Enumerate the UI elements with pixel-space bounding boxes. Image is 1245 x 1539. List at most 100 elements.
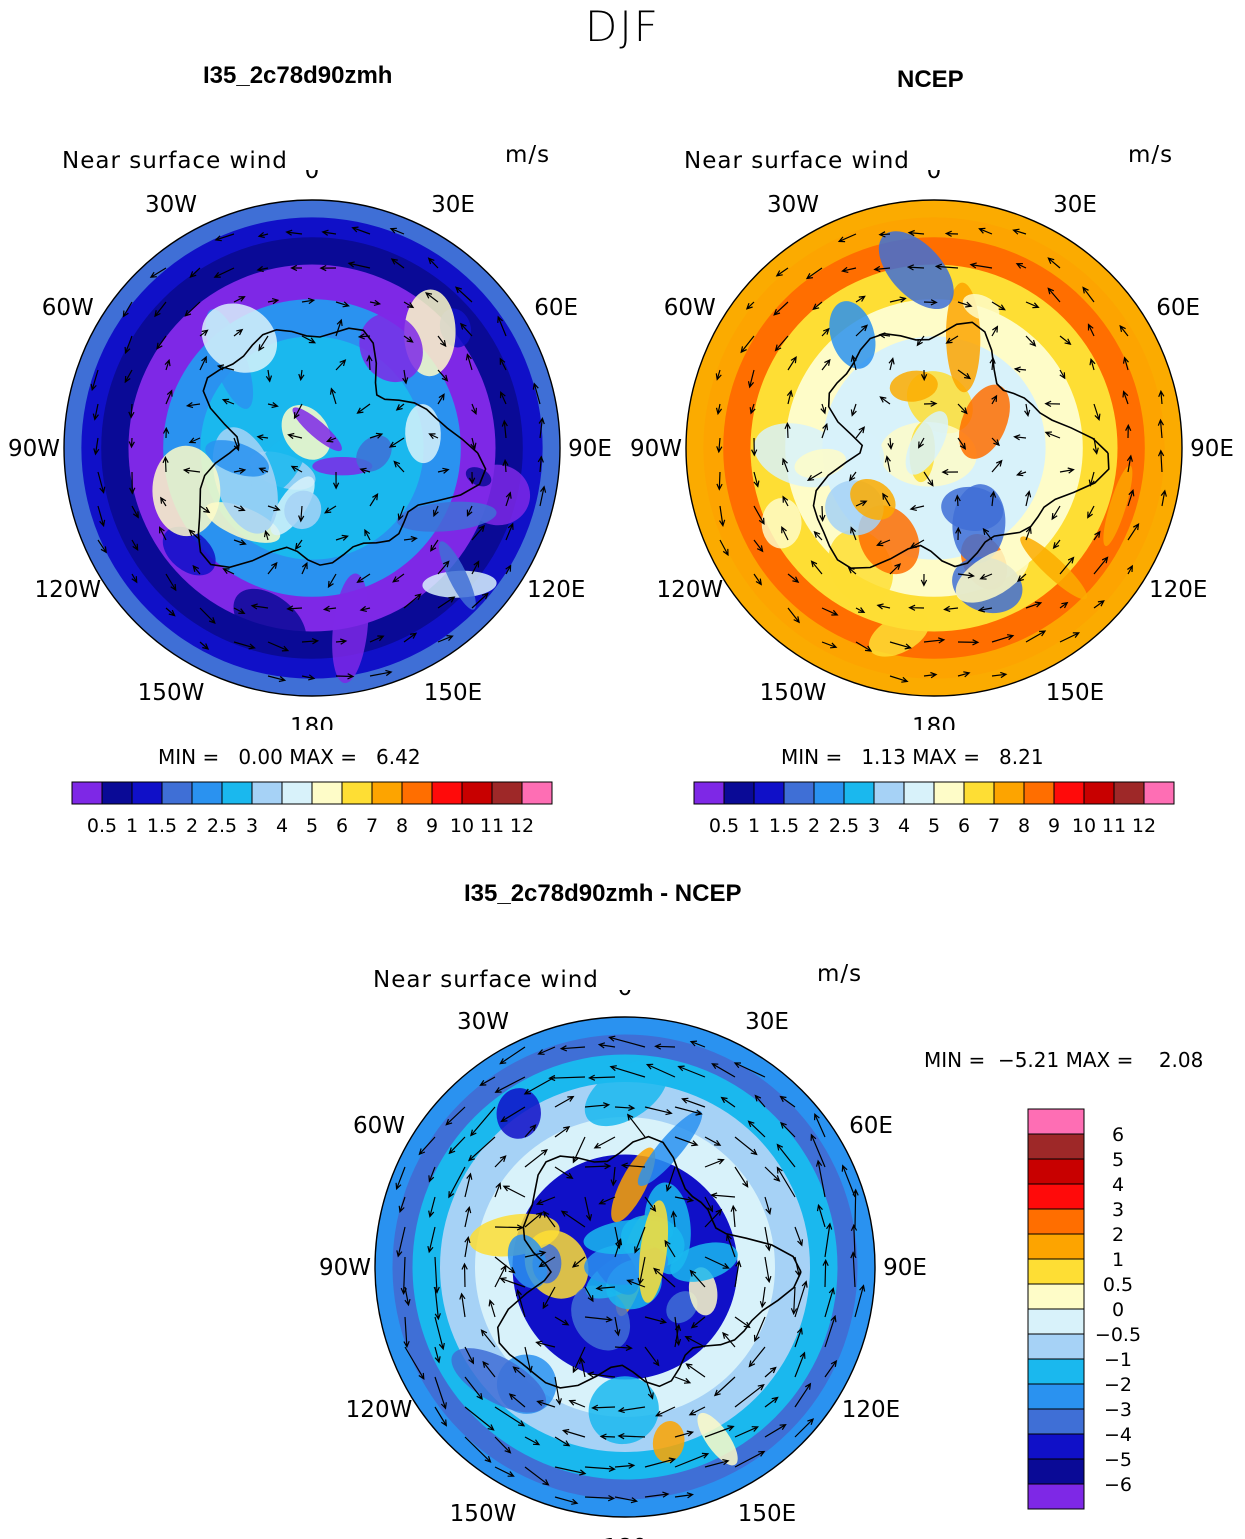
wind-arrow	[548, 1074, 586, 1082]
wind-arrow	[794, 1351, 806, 1378]
wind-arrow	[233, 641, 256, 650]
wind-arrow	[369, 299, 382, 306]
wind-arrow	[494, 1182, 502, 1198]
colorbar-swatch	[753, 781, 785, 805]
colorbar-tick-label: 5	[306, 815, 318, 837]
wind-arrow	[505, 491, 512, 507]
wind-arrow	[559, 1045, 586, 1052]
wind-arrow	[347, 261, 371, 269]
longitude-label: 150E	[738, 1501, 796, 1527]
wind-arrow	[713, 1376, 736, 1397]
colorbar-swatch	[431, 781, 463, 805]
wind-arrow	[321, 229, 337, 236]
wind-arrow	[418, 1136, 436, 1156]
wind-speed-field	[375, 1017, 875, 1517]
wind-arrow	[256, 434, 269, 441]
wind-vectors	[90, 226, 547, 683]
wind-arrow	[821, 422, 829, 439]
wind-arrow	[626, 1113, 646, 1138]
wind-arrow	[213, 267, 235, 278]
colorbar-swatch	[1027, 1458, 1085, 1485]
colorbar-swatch	[843, 781, 875, 805]
wind-arrow	[199, 505, 211, 514]
wind-arrow	[1059, 467, 1075, 474]
colorbar-swatch	[1027, 1433, 1085, 1460]
wind-arrow	[470, 437, 477, 451]
longitude-label: 60E	[1156, 295, 1200, 321]
wind-arrow	[267, 561, 278, 575]
wind-arrow	[524, 1211, 544, 1228]
longitude-label: 60E	[534, 295, 578, 321]
wind-arrow	[369, 493, 379, 507]
wind-arrow	[165, 607, 176, 617]
colorbar-tick-label: 6	[1112, 1124, 1124, 1146]
wind-arrow	[149, 267, 167, 278]
wind-arrow	[508, 1393, 526, 1408]
wind-arrow	[1093, 530, 1101, 541]
wind-arrow	[617, 1432, 646, 1440]
panel-2-max-label: MAX =	[912, 745, 980, 769]
wind-arrow	[855, 641, 873, 652]
wind-arrow	[182, 467, 201, 474]
wind-arrow	[1012, 228, 1027, 235]
wind-arrow	[1044, 431, 1061, 439]
wind-arrow	[957, 403, 968, 415]
wind-arrow	[464, 1436, 492, 1463]
longitude-label: 150E	[1046, 680, 1104, 706]
wind-arrow	[287, 432, 303, 440]
colorbar-swatch	[221, 781, 253, 805]
wind-arrow	[821, 358, 831, 371]
longitude-label: 120E	[842, 1397, 900, 1423]
wind-arrow	[719, 539, 729, 557]
wind-arrow	[878, 231, 891, 238]
colorbar-tick-label: −5	[1104, 1449, 1132, 1471]
wind-arrow	[704, 1196, 714, 1213]
wind-arrow	[536, 1196, 556, 1206]
wind-arrow	[1158, 389, 1165, 405]
figure-title: DJF	[585, 2, 660, 51]
wind-arrow	[322, 605, 337, 612]
wind-arrow	[263, 529, 270, 541]
wind-arrow	[781, 525, 789, 541]
wind-arrow	[448, 1136, 466, 1155]
panel-1-min-label: MIN =	[158, 745, 220, 769]
colorbar-swatch	[1027, 1283, 1085, 1310]
wind-arrow	[1126, 454, 1133, 473]
colorbar-swatch	[1083, 781, 1115, 805]
wind-arrow	[285, 229, 303, 236]
panel-3-min-max: MIN = −5.21 MAX = 2.08	[924, 1048, 1203, 1072]
wind-arrow	[794, 1382, 812, 1408]
wind-arrow	[568, 1399, 586, 1408]
panel-3-min-label: MIN =	[924, 1048, 986, 1072]
wind-arrow	[471, 524, 485, 541]
wind-arrow	[326, 436, 337, 443]
wind-arrow	[267, 641, 290, 652]
wind-arrow	[674, 1323, 682, 1348]
wind-arrow	[199, 641, 210, 650]
wind-arrow	[515, 1288, 526, 1318]
wind-arrow	[537, 1046, 556, 1055]
wind-arrow	[923, 400, 938, 407]
wind-arrow	[923, 299, 938, 306]
wind-arrow	[787, 356, 797, 371]
colorbar-swatch	[1027, 1358, 1085, 1385]
wind-arrow	[471, 403, 477, 416]
wind-arrow	[957, 301, 973, 308]
wind-arrow	[437, 596, 456, 609]
wind-arrow	[908, 604, 925, 611]
wind-arrow	[434, 1286, 441, 1321]
longitude-label: 120E	[527, 577, 585, 603]
wind-arrow	[764, 1423, 787, 1438]
wind-arrow	[597, 1042, 616, 1049]
wind-arrow	[674, 1492, 694, 1499]
wind-arrow	[879, 396, 891, 405]
wind-arrow	[822, 1258, 829, 1288]
colorbar-tick-label: 2	[1112, 1224, 1124, 1246]
wind-arrow	[267, 675, 287, 683]
wind-arrow	[404, 1346, 425, 1380]
wind-arrow	[397, 505, 405, 521]
wind-arrow	[267, 402, 279, 409]
wind-arrow	[536, 1400, 556, 1408]
wind-arrow	[1059, 632, 1081, 643]
wind-arrow	[356, 403, 371, 414]
